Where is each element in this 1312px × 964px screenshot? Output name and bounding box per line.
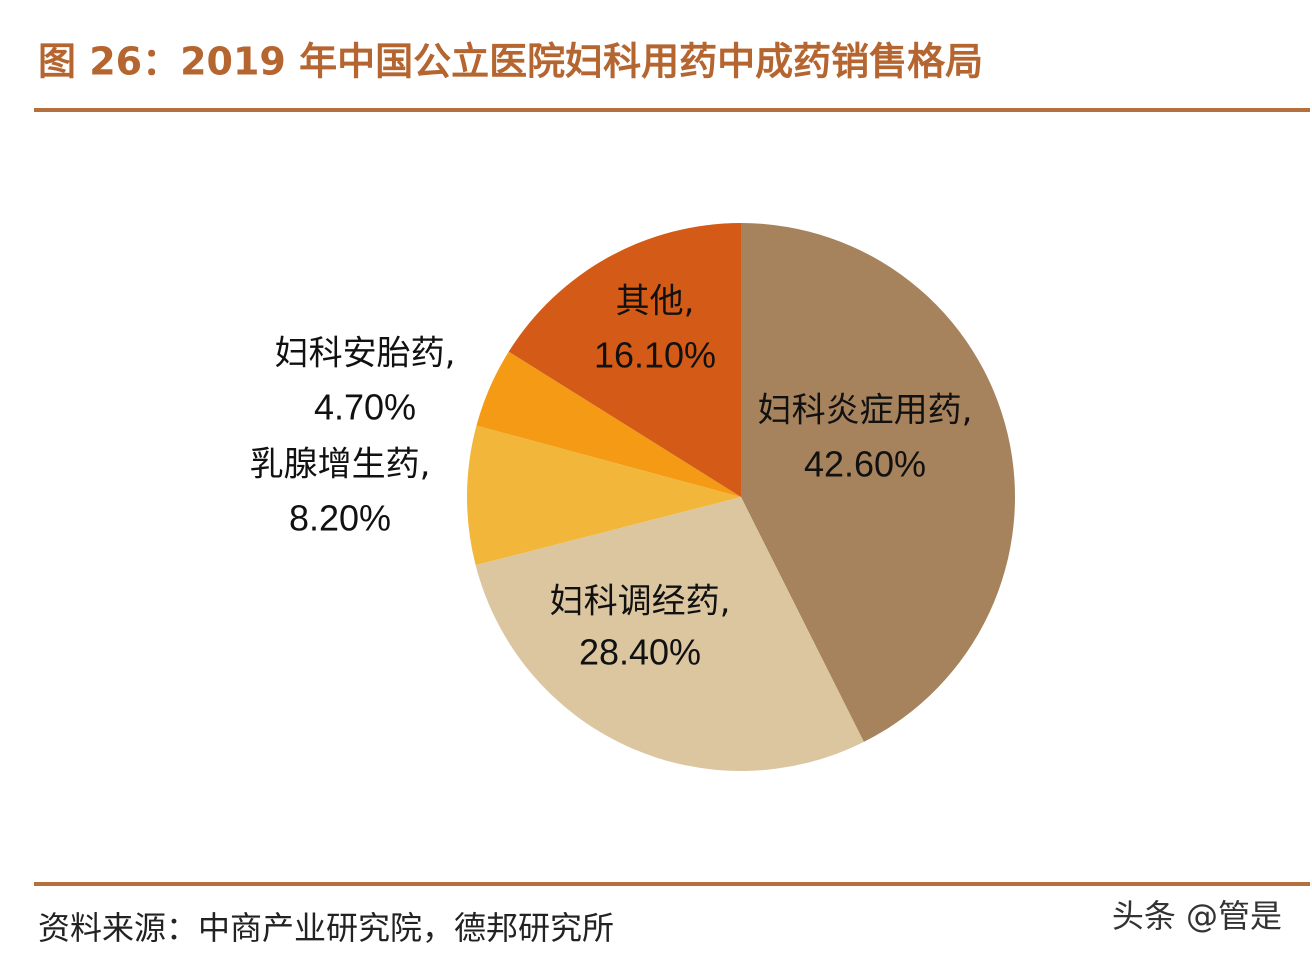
pie-slice [741,223,1016,742]
slice-value: 4.70% [314,387,416,428]
slice-category: 妇科调经药, [550,582,731,622]
slice-category: 妇科炎症用药, [758,391,973,431]
title-rule [34,108,1310,112]
slice-value: 16.10% [594,335,716,376]
slice-value: 42.60% [804,444,926,485]
watermark: 头条 @管是 [1112,897,1282,935]
slice-category: 乳腺增生药, [250,445,431,485]
pie-slice [466,425,741,566]
slice-category: 妇科安胎药, [275,334,456,374]
source: 资料来源：中商产业研究院，德邦研究所 [38,909,614,947]
pie-slice [476,351,741,497]
footer-rule [34,882,1310,886]
slice-value: 28.40% [579,632,701,673]
slice-value: 8.20% [289,498,391,539]
pie-slice [475,497,864,771]
chart-title: 图 26：2019 年中国公立医院妇科用药中成药销售格局 [38,40,983,84]
pie-slice [508,223,741,497]
slice-category: 其他, [616,282,695,322]
